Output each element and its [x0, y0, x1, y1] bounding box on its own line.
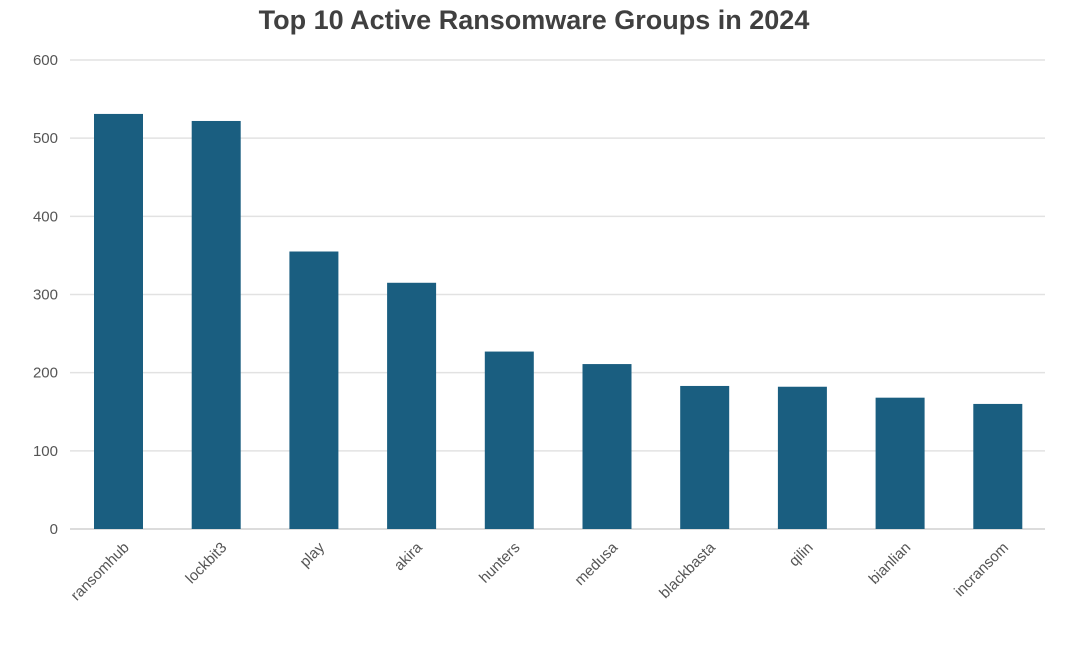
x-tick-label: blackbasta [656, 539, 719, 602]
y-tick-label: 200 [33, 365, 58, 382]
x-tick-label: qilin [786, 539, 817, 570]
bar-blackbasta [680, 385, 730, 529]
y-tick-label: 0 [50, 521, 58, 538]
x-tick-label: play [297, 539, 329, 571]
x-tick-label: ransomhub [68, 539, 133, 604]
x-tick-label: lockbit3 [182, 539, 230, 587]
bar-qilin [777, 386, 827, 529]
y-tick-label: 300 [33, 287, 58, 304]
bar-akira [387, 282, 437, 529]
x-tick-label: akira [391, 539, 426, 574]
bar-hunters [484, 351, 534, 529]
y-axis: 0 100 200 300 400 500 600 [33, 52, 58, 538]
x-tick-label: bianlian [866, 539, 915, 588]
y-tick-label: 500 [33, 130, 58, 147]
chart-title: Top 10 Active Ransomware Groups in 2024 [259, 5, 810, 35]
bar-ransomhub [94, 113, 143, 529]
bar-play [289, 251, 339, 529]
bar-bianlian [875, 397, 925, 529]
y-tick-label: 600 [33, 52, 58, 69]
y-tick-label: 400 [33, 208, 58, 225]
x-tick-label: hunters [476, 539, 523, 586]
x-axis: ransomhub lockbit3 play akira hunters medusa b… [68, 539, 1012, 605]
bar-incransom [973, 403, 1023, 529]
bar-medusa [582, 364, 632, 529]
x-tick-label: medusa [571, 539, 621, 589]
bar-lockbit3 [191, 120, 241, 529]
x-tick-label: incransom [951, 539, 1012, 600]
bars [94, 113, 1023, 529]
y-tick-label: 100 [33, 443, 58, 460]
